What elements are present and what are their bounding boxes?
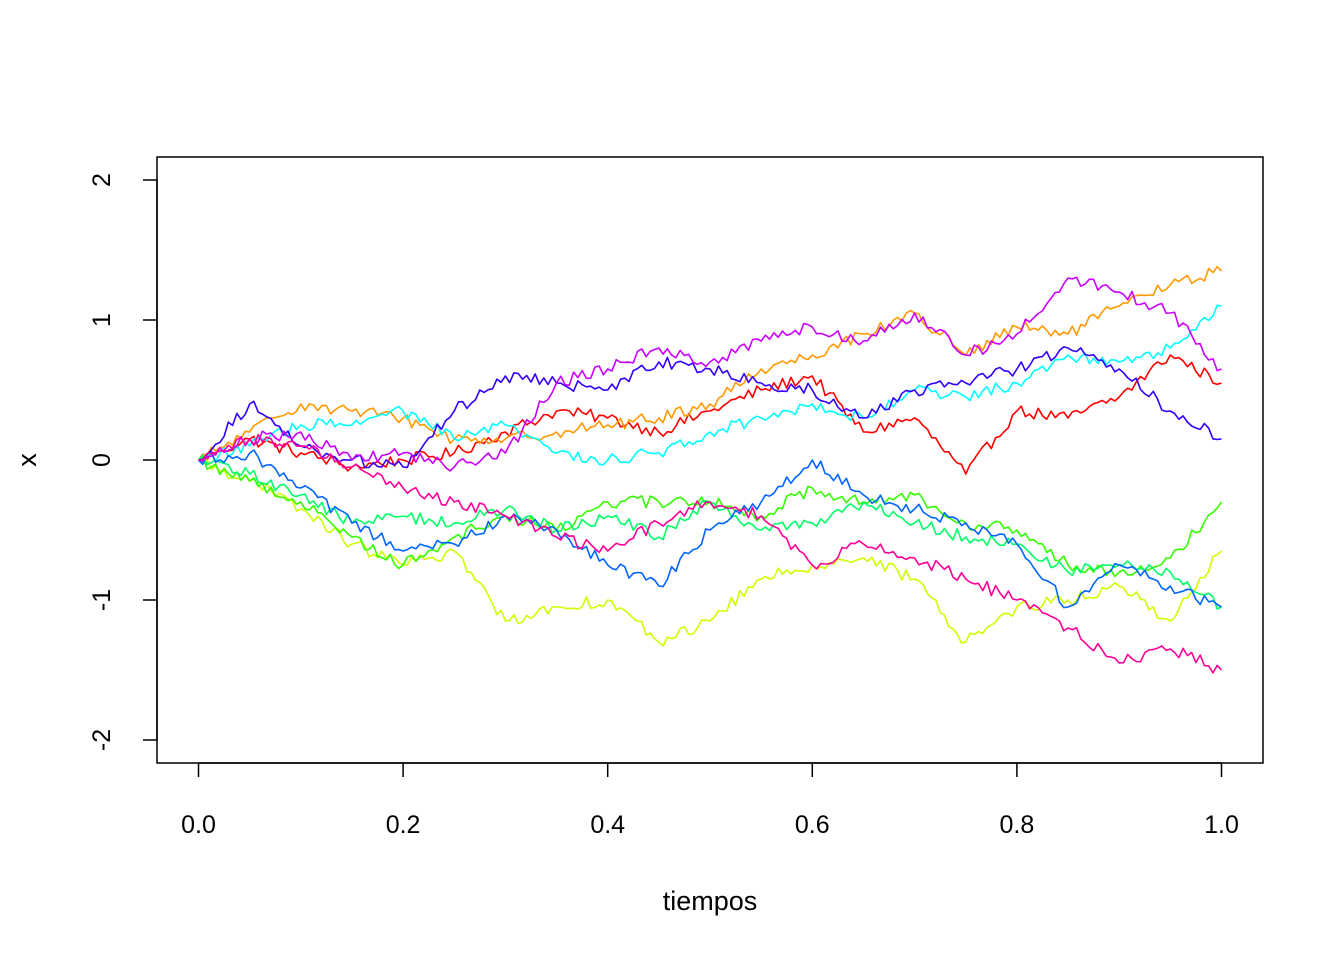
series-line-8 <box>198 346 1222 469</box>
series-line-4 <box>197 455 1223 578</box>
x-tick-label: 0.4 <box>590 811 625 839</box>
y-tick-label: 0 <box>88 453 116 467</box>
x-axis: 0.0 0.2 0.4 0.6 0.8 1.0 <box>181 762 1239 839</box>
series-line-5 <box>197 454 1222 610</box>
series-line-6 <box>197 304 1222 466</box>
y-tick-label: -1 <box>88 589 116 611</box>
series-layer <box>197 265 1223 674</box>
x-axis-title: tiempos <box>663 886 758 916</box>
y-tick-label: 1 <box>88 313 116 327</box>
x-tick-label: 0.6 <box>795 811 830 839</box>
y-axis: -2 -1 0 1 2 <box>88 173 158 751</box>
x-tick-label: 1.0 <box>1204 811 1239 839</box>
series-line-7 <box>197 449 1222 609</box>
series-line-1 <box>197 354 1222 475</box>
x-tick-label: 0.0 <box>181 811 216 839</box>
series-line-3 <box>198 456 1223 647</box>
y-tick-label: -2 <box>88 729 116 751</box>
series-line-10 <box>198 433 1223 674</box>
x-tick-label: 0.2 <box>386 811 421 839</box>
y-tick-label: 2 <box>88 173 116 187</box>
series-line-9 <box>198 276 1222 472</box>
series-line-2 <box>197 265 1223 461</box>
y-axis-title: x <box>12 453 42 467</box>
x-tick-label: 0.8 <box>1000 811 1035 839</box>
